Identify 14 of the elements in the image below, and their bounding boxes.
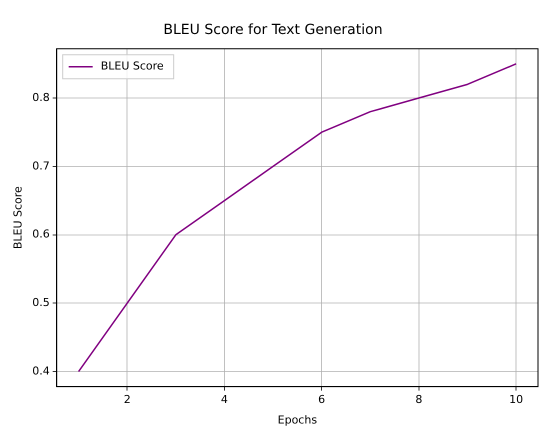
x-tick-label: 10 [509, 393, 524, 406]
x-tick-label: 2 [124, 393, 131, 406]
y-tick-label: 0.7 [32, 159, 50, 172]
y-axis-title: BLEU Score [11, 186, 24, 250]
y-tick-label: 0.8 [32, 90, 50, 104]
legend-label: BLEU Score [100, 60, 164, 73]
y-tick-label: 0.4 [32, 364, 50, 378]
x-tick-label: 6 [318, 393, 326, 406]
x-tick-label: 4 [220, 393, 228, 406]
x-tick-label: 8 [415, 393, 422, 406]
x-axis-title: Epochs [278, 413, 318, 426]
y-tick-label: 0.6 [32, 228, 50, 241]
chart-title: BLEU Score for Text Generation [163, 22, 383, 38]
y-tick-label: 0.5 [32, 296, 50, 310]
